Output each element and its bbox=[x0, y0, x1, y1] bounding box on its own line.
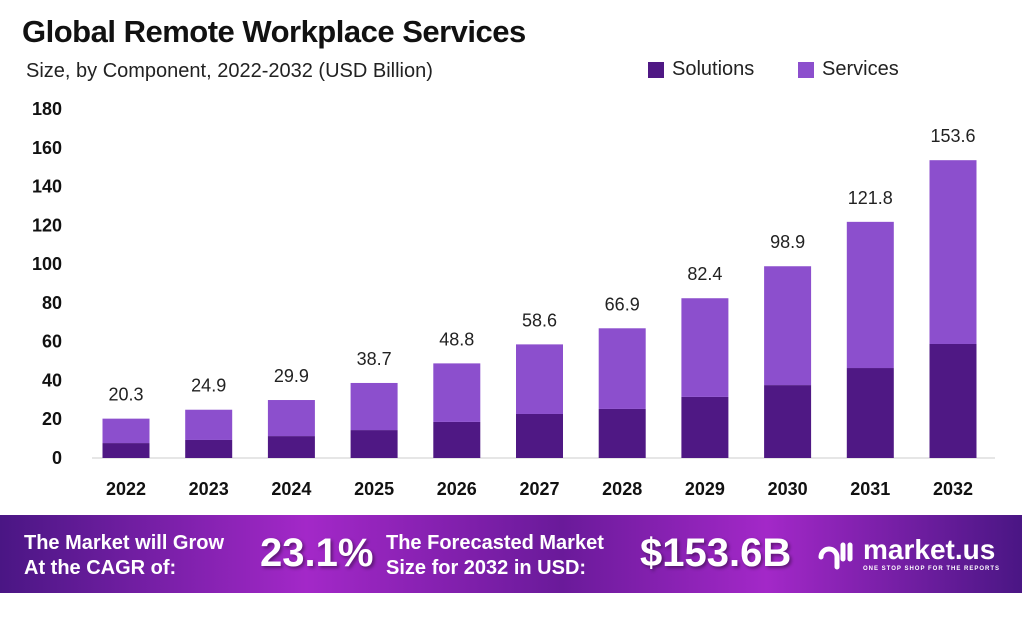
y-tick-label: 60 bbox=[42, 332, 62, 352]
bar-services-2023 bbox=[185, 409, 233, 440]
bar-services-2028 bbox=[598, 328, 646, 409]
forecast-label-line1: The Forecasted Market bbox=[386, 532, 604, 554]
cagr-label-line1: The Market will Grow bbox=[24, 532, 225, 554]
bar-services-2029 bbox=[681, 298, 729, 397]
cagr-label-line2: At the CAGR of: bbox=[24, 557, 177, 579]
legend-swatch-solutions bbox=[648, 61, 664, 78]
bar-services-2022 bbox=[102, 418, 150, 444]
x-tick-label: 2030 bbox=[768, 479, 808, 499]
forecast-label-line2: Size for 2032 in USD: bbox=[386, 557, 587, 579]
data-label-total: 98.9 bbox=[770, 232, 805, 252]
y-tick-label: 100 bbox=[32, 254, 62, 274]
bar-solutions-2023 bbox=[185, 439, 233, 458]
bar-solutions-2028 bbox=[598, 408, 646, 458]
bar-services-2025 bbox=[350, 382, 398, 431]
y-tick-label: 80 bbox=[42, 293, 62, 313]
x-tick-label: 2032 bbox=[933, 479, 973, 499]
x-tick-label: 2023 bbox=[189, 479, 229, 499]
bar-solutions-2032 bbox=[929, 343, 977, 458]
legend-label-solutions: Solutions bbox=[672, 58, 755, 80]
x-tick-label: 2025 bbox=[354, 479, 394, 499]
data-label-total: 38.7 bbox=[357, 349, 392, 369]
legend-label-services: Services bbox=[822, 58, 899, 80]
x-tick-label: 2024 bbox=[271, 479, 311, 499]
bar-chart: 0 20 40 60 80 100 120 140 160 180 20.3 2022 24.9 2023… bbox=[32, 99, 995, 499]
data-label-total: 66.9 bbox=[605, 294, 640, 314]
bar-services-2030 bbox=[764, 266, 812, 386]
bar-services-2024 bbox=[267, 400, 315, 437]
chart-title: Global Remote Workplace Services bbox=[22, 14, 526, 49]
bar-solutions-2022 bbox=[102, 443, 150, 458]
y-tick-label: 120 bbox=[32, 215, 62, 235]
summary-banner: The Market will Grow At the CAGR of: 23.… bbox=[0, 515, 1022, 593]
y-tick-label: 0 bbox=[52, 448, 62, 468]
bar-services-2026 bbox=[433, 363, 481, 422]
x-tick-label: 2028 bbox=[602, 479, 642, 499]
y-tick-label: 20 bbox=[42, 409, 62, 429]
logo-name: market.us bbox=[863, 534, 996, 565]
cagr-value: 23.1% bbox=[260, 531, 374, 575]
bar-solutions-2026 bbox=[433, 421, 481, 458]
forecast-value: $153.6B bbox=[640, 531, 792, 575]
bar-solutions-2027 bbox=[516, 413, 563, 458]
x-tick-label: 2022 bbox=[106, 479, 146, 499]
y-tick-label: 180 bbox=[32, 99, 62, 119]
x-tick-label: 2027 bbox=[519, 479, 559, 499]
data-label-total: 153.6 bbox=[930, 126, 975, 146]
legend-swatch-services bbox=[798, 61, 814, 78]
chart-subtitle: Size, by Component, 2022-2032 (USD Billi… bbox=[26, 60, 433, 82]
x-tick-label: 2031 bbox=[850, 479, 890, 499]
data-label-total: 121.8 bbox=[848, 188, 893, 208]
data-label-total: 48.8 bbox=[439, 329, 474, 349]
legend-services: Services bbox=[798, 58, 899, 81]
logo-tagline: ONE STOP SHOP FOR THE REPORTS bbox=[863, 566, 1001, 572]
data-label-total: 58.6 bbox=[522, 310, 557, 330]
bar-services-2027 bbox=[516, 344, 563, 414]
data-label-total: 24.9 bbox=[191, 376, 226, 396]
logo-icon bbox=[818, 542, 853, 570]
y-tick-label: 160 bbox=[32, 138, 62, 158]
x-tick-label: 2026 bbox=[437, 479, 477, 499]
y-tick-label: 140 bbox=[32, 177, 62, 197]
data-label-total: 29.9 bbox=[274, 366, 309, 386]
bar-solutions-2025 bbox=[350, 430, 398, 458]
market-us-logo: market.us ONE STOP SHOP FOR THE REPORTS bbox=[815, 533, 1000, 573]
bar-solutions-2030 bbox=[764, 385, 812, 458]
bar-solutions-2029 bbox=[681, 396, 729, 458]
data-label-total: 82.4 bbox=[687, 264, 722, 284]
bar-solutions-2024 bbox=[267, 436, 315, 458]
bar-services-2031 bbox=[846, 221, 894, 369]
legend-solutions: Solutions bbox=[648, 58, 754, 81]
bar-services-2032 bbox=[929, 160, 977, 344]
bar-solutions-2031 bbox=[846, 368, 894, 458]
x-tick-label: 2029 bbox=[685, 479, 725, 499]
data-label-total: 20.3 bbox=[108, 385, 143, 405]
y-tick-label: 40 bbox=[42, 370, 62, 390]
